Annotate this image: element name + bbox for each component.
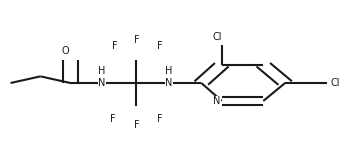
Text: H: H: [165, 66, 172, 76]
Text: F: F: [134, 35, 140, 45]
Text: F: F: [112, 42, 117, 51]
Text: F: F: [110, 114, 115, 124]
Text: F: F: [134, 120, 140, 130]
Text: F: F: [157, 42, 163, 51]
Text: O: O: [61, 46, 69, 56]
Text: F: F: [157, 114, 163, 124]
Text: Cl: Cl: [213, 32, 222, 42]
Text: Cl: Cl: [331, 78, 340, 88]
Text: N: N: [165, 78, 172, 88]
Text: H: H: [99, 66, 106, 76]
Text: N: N: [214, 96, 221, 106]
Text: N: N: [99, 78, 106, 88]
